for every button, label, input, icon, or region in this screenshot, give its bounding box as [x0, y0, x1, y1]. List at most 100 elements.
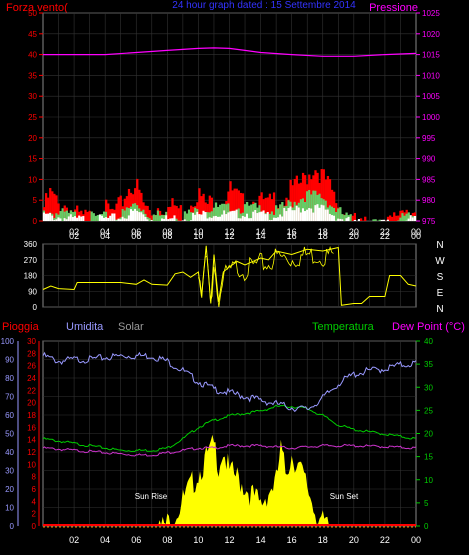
avg-bar [59, 211, 62, 221]
wind-bar [214, 215, 218, 221]
wind-bar [308, 208, 311, 221]
wind-bar [51, 215, 54, 221]
wind-bar [129, 209, 133, 221]
wind-bar [49, 213, 52, 221]
wind-tick-label: 35 [28, 71, 37, 80]
gust-bar [289, 179, 292, 221]
wind-bar [181, 220, 185, 221]
avg-bar [65, 210, 68, 221]
direction-tick-label: 90 [28, 287, 37, 296]
wind-bar [281, 216, 284, 221]
gust-bar [399, 210, 402, 221]
direction-tick-label: 270 [24, 256, 38, 265]
pressure-tick-label: 1005 [422, 92, 440, 101]
pioggia-tick-label: 16 [27, 423, 36, 432]
avg-bar [308, 189, 311, 221]
wind-bar [102, 217, 106, 221]
wind-bar [241, 215, 245, 221]
wind-bar [293, 210, 296, 221]
climate-x-tick-label: 20 [349, 535, 359, 545]
pressure-tick-label: 1015 [422, 51, 440, 60]
gust-bar [86, 211, 89, 221]
wind-bar [413, 215, 417, 221]
pioggia-tick-label: 28 [27, 349, 36, 358]
gust-bar [136, 178, 139, 221]
wind-bar [173, 215, 176, 221]
avg-bar [61, 208, 64, 221]
gust-bar [393, 212, 396, 221]
avg-bar [194, 207, 197, 221]
avg-bar [245, 201, 249, 221]
pioggia-tick-label: 14 [27, 436, 36, 445]
wind-bar [328, 213, 332, 221]
wind-bar [113, 213, 116, 221]
avg-bar [148, 218, 151, 221]
wind-x-tick-label: 20 [349, 227, 359, 237]
avg-bar [277, 208, 280, 221]
direction-x-tick-label: 02 [69, 231, 79, 241]
gust-bar [144, 205, 147, 221]
wind-bar [100, 215, 104, 221]
wind-bar [268, 219, 272, 221]
wind-bar [196, 211, 199, 221]
avg-bar [53, 218, 56, 221]
gust-bar [395, 215, 398, 221]
wind-bar [277, 217, 280, 221]
avg-bar [337, 208, 340, 221]
avg-bar [92, 213, 95, 221]
wind-bar [237, 218, 240, 221]
avg-bar [156, 210, 160, 221]
legend-temperatura: Temperatura [312, 321, 375, 333]
gust-bar [179, 205, 182, 221]
gust-bar [204, 202, 207, 221]
wind-bar [235, 209, 238, 221]
wind-bar [270, 220, 274, 221]
gust-bar [353, 212, 357, 221]
avg-bar [397, 220, 400, 221]
gust-bar [127, 188, 131, 221]
gust-bar [105, 199, 108, 221]
climate-x-tick-label: 04 [100, 535, 110, 545]
avg-bar [374, 219, 377, 221]
avg-bar [158, 215, 162, 221]
pressure-tick-label: 990 [422, 155, 436, 164]
pioggia-tick-label: 6 [32, 485, 37, 494]
climate-x-tick-label: 14 [256, 535, 266, 545]
wind-bar [272, 217, 276, 221]
direction-x-tick-label: 00 [411, 231, 421, 241]
wind-bar [312, 212, 315, 221]
legend-solar: Solar [118, 321, 144, 333]
climate-x-tick-label: 16 [287, 535, 297, 545]
avg-bar [210, 211, 214, 221]
wind-tick-label: 5 [33, 196, 38, 205]
wind-bar [210, 217, 214, 221]
wind-bar [194, 214, 197, 221]
gust-bar [304, 175, 307, 221]
temperatura-tick-label: 40 [424, 337, 433, 346]
gust-bar [119, 195, 122, 221]
wind-bar [283, 207, 286, 221]
wind-x-tick-label: 18 [318, 227, 328, 237]
legend-pioggia: Pioggia [2, 321, 40, 333]
climate-x-tick-label: 12 [224, 535, 234, 545]
wind-bar [239, 218, 243, 221]
avg-bar [328, 205, 332, 221]
gust-bar [171, 198, 174, 221]
wind-bar [167, 219, 170, 221]
gust-bar [328, 179, 332, 221]
direction-x-tick-label: 22 [380, 231, 390, 241]
compass-label: S [437, 272, 444, 283]
pressure-tick-label: 1020 [422, 30, 440, 39]
avg-bar [349, 214, 352, 221]
wind-bar [65, 219, 68, 221]
avg-bar [339, 207, 342, 221]
avg-bar [250, 204, 253, 221]
gust-bar [146, 205, 149, 221]
gust-bar [109, 209, 112, 221]
wind-bar [223, 210, 226, 221]
gust-bar [241, 193, 245, 221]
avg-bar [63, 211, 66, 221]
avg-bar [405, 213, 408, 221]
umidita-tick-label: 100 [1, 337, 15, 346]
wind-bar [301, 208, 305, 221]
